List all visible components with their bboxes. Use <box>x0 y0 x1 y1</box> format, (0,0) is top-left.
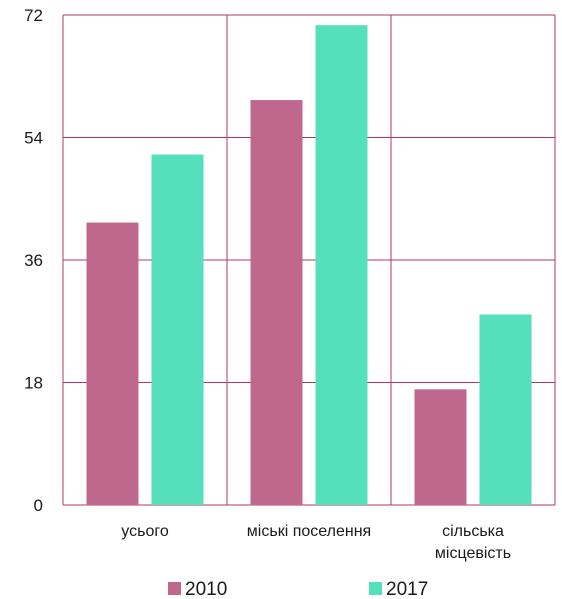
y-tick-label: 54 <box>24 129 43 148</box>
y-axis-ticks: 0 18 36 54 72 <box>24 6 43 515</box>
x-category-label: усього <box>121 523 169 540</box>
bar-2010-2 <box>414 389 467 505</box>
x-category-label: місцевість <box>435 545 511 562</box>
y-tick-label: 36 <box>24 251 43 270</box>
x-axis-categories: усього міські поселення сільська місцевість <box>121 523 511 562</box>
legend-label: 2010 <box>185 579 227 599</box>
chart-grid <box>62 14 556 506</box>
bar-2010-1 <box>250 100 303 505</box>
bar-2017-1 <box>315 25 368 505</box>
bar-2017-2 <box>479 314 532 505</box>
y-tick-label: 18 <box>24 374 43 393</box>
bar-2010-0 <box>86 222 139 505</box>
bar-2017-0 <box>151 154 204 505</box>
legend-label: 2017 <box>386 579 428 599</box>
x-category-label: міські поселення <box>247 523 371 540</box>
y-tick-label: 0 <box>34 496 43 515</box>
chart-bars <box>86 25 532 505</box>
chart-legend: 2010 2017 <box>168 579 428 599</box>
legend-swatch-2017 <box>369 582 382 595</box>
x-category-label: сільська <box>442 523 504 540</box>
y-tick-label: 72 <box>24 6 43 25</box>
legend-swatch-2010 <box>168 582 181 595</box>
